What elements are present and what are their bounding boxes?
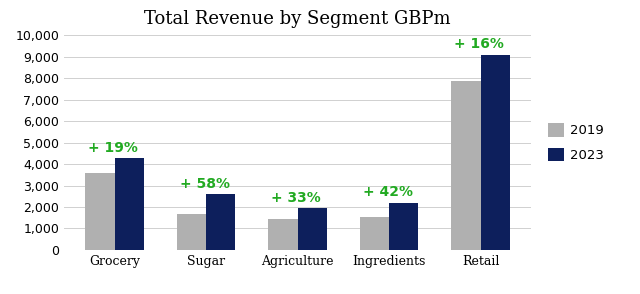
Text: + 58%: + 58% xyxy=(180,177,230,191)
Bar xyxy=(451,81,481,250)
Bar xyxy=(206,194,236,250)
Bar xyxy=(481,55,510,250)
Bar xyxy=(389,203,419,250)
Legend: 2019, 2023: 2019, 2023 xyxy=(543,118,609,167)
Bar xyxy=(360,217,389,250)
Title: Total Revenue by Segment GBPm: Total Revenue by Segment GBPm xyxy=(144,10,451,28)
Text: + 19%: + 19% xyxy=(88,141,138,155)
Text: + 42%: + 42% xyxy=(363,186,413,199)
Bar xyxy=(115,158,144,250)
Bar xyxy=(268,219,298,250)
Text: + 33%: + 33% xyxy=(271,191,321,205)
Text: + 16%: + 16% xyxy=(454,37,504,51)
Bar xyxy=(177,215,206,250)
Bar xyxy=(85,173,115,250)
Bar xyxy=(298,208,327,250)
